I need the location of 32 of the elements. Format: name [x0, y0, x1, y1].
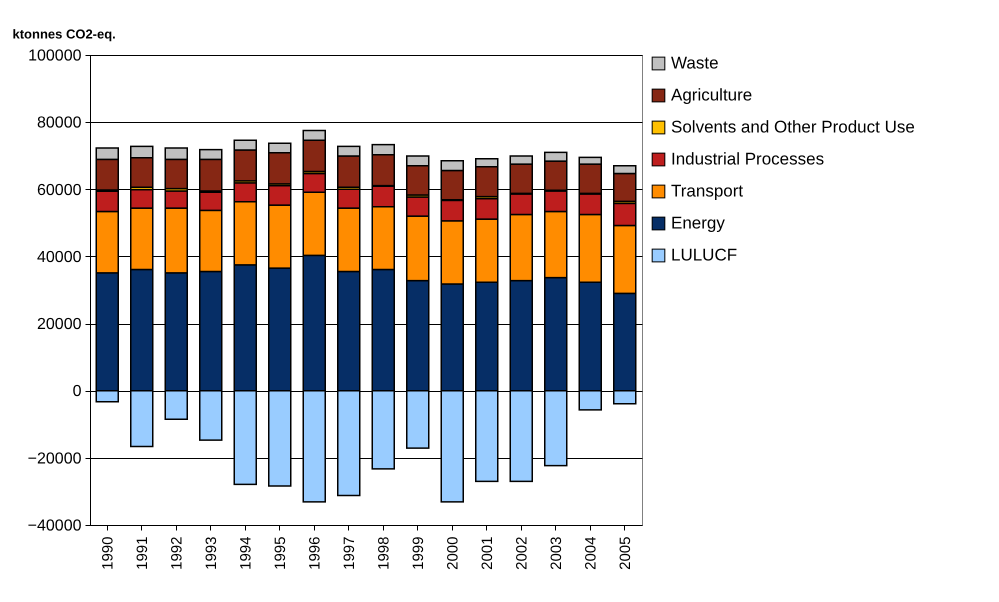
x-tick-label: 2005: [616, 536, 634, 570]
x-tick-label: 1999: [410, 536, 427, 570]
legend-label: Agriculture: [671, 86, 752, 104]
legend-label: Industrial Processes: [671, 150, 824, 168]
x-tick-label: 1995: [272, 536, 289, 570]
x-tick-label: 1991: [134, 536, 151, 570]
y-tick-label: 60000: [37, 182, 82, 199]
legend-label: Solvents and Other Product Use: [671, 118, 915, 136]
x-tick-label: 1990: [99, 536, 116, 570]
x-tick-label: 2002: [513, 536, 530, 570]
legend-label: Energy: [671, 214, 726, 232]
x-tick-label: 2001: [478, 536, 496, 570]
x-tick-label: 2000: [444, 536, 462, 570]
x-tick-label: 1998: [375, 536, 392, 570]
x-tick-label: 1994: [237, 536, 254, 570]
legend-label: Waste: [671, 54, 719, 72]
x-tick-label: 2003: [548, 536, 565, 570]
y-tick-label: 0: [72, 383, 82, 400]
y-tick-label: 80000: [37, 114, 82, 132]
legend-label: LULUCF: [671, 246, 738, 264]
y-axis-title: ktonnes CO2-eq.: [12, 26, 116, 42]
legend-label: Transport: [671, 182, 744, 200]
x-tick-label: 2004: [582, 536, 600, 570]
y-tick-label: 20000: [37, 316, 82, 334]
x-tick-label: 1993: [202, 536, 220, 570]
x-tick-label: 1996: [306, 536, 324, 570]
x-tick-label: 1992: [168, 536, 186, 570]
y-tick-label: 100000: [28, 48, 82, 64]
y-tick-label: −20000: [28, 450, 82, 468]
y-tick-label: 40000: [37, 248, 82, 266]
x-tick-label: 1997: [340, 536, 358, 570]
y-tick-label: −40000: [28, 518, 82, 534]
